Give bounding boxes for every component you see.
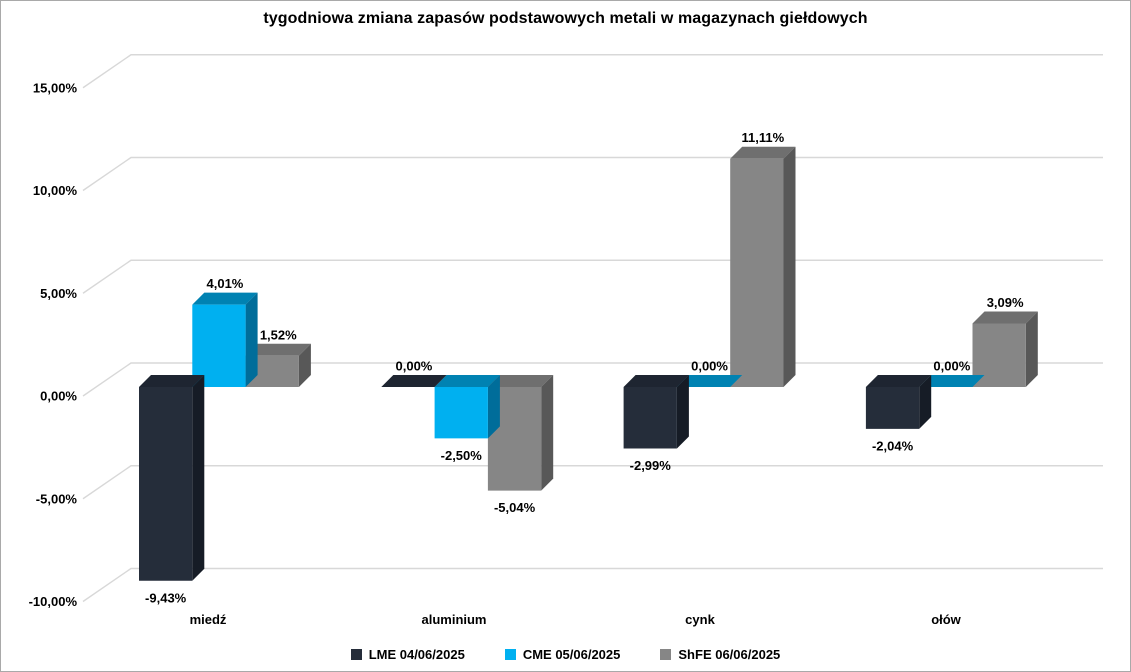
category-label-aluminium: aluminium (421, 612, 486, 627)
legend-item-lme: LME 04/06/2025 (350, 647, 465, 662)
y-axis-tick-label: 0,00% (40, 389, 77, 404)
category-label-cynk: cynk (685, 612, 715, 627)
bar-aluminium-cme-top (434, 375, 500, 387)
bar-olow-lme (865, 387, 920, 429)
legend-swatch-shfe-icon (660, 649, 672, 660)
y-axis-tick-label: 5,00% (40, 286, 77, 301)
bar-aluminium-lme (381, 375, 447, 387)
bar-olow-shfe-top (972, 311, 1038, 324)
bar-miedz-lme-top (139, 375, 205, 387)
legend-label-lme: LME 04/06/2025 (368, 647, 465, 662)
chart-title: tygodniowa zmiana zapasów podstawowych m… (263, 10, 868, 27)
bar-cynk-shfe-top (730, 146, 796, 159)
bar-miedz-lme-side (192, 375, 205, 581)
bar-olow-shfe (972, 323, 1026, 387)
y-axis-tick-label: -5,00% (36, 491, 78, 506)
grid-line--5 (82, 465, 1103, 500)
bar-cynk-shfe (730, 158, 784, 387)
legend-label-cme: CME 05/06/2025 (522, 647, 621, 662)
category-label-olow: ołów (931, 612, 961, 627)
data-label-aluminium-shfe: -5,04% (494, 500, 536, 515)
bar-miedz-cme-top (192, 292, 258, 305)
legend-item-cme: CME 05/06/2025 (504, 647, 621, 662)
legend-item-shfe: ShFE 06/06/2025 (660, 647, 780, 662)
bar-aluminium-shfe (487, 387, 542, 491)
bar-aluminium-shfe-side (541, 375, 554, 491)
bar-olow-shfe-side (1025, 311, 1038, 387)
grid-line-10 (82, 156, 1103, 192)
y-axis-tick-label: -10,00% (29, 594, 78, 609)
bar-miedz-cme-side (245, 292, 258, 387)
data-label-olow-cme: 0,00% (933, 359, 970, 374)
bar-miedz-shfe-top (245, 343, 311, 356)
bar-aluminium-cme-side (487, 375, 500, 439)
bar-cynk-shfe-side (783, 146, 796, 387)
bar-olow-lme-top (865, 375, 932, 387)
legend-swatch-cme-icon (504, 649, 516, 660)
y-axis-tick-label: 15,00% (33, 80, 78, 95)
data-label-miedz-shfe: 1,52% (260, 327, 297, 342)
category-label-miedz: miedź (190, 612, 227, 627)
bar-olow-lme-side (919, 375, 932, 429)
data-label-miedz-lme: -9,43% (145, 590, 187, 605)
data-label-aluminium-lme: 0,00% (396, 359, 433, 374)
data-label-miedz-cme: 4,01% (207, 276, 244, 291)
bar-miedz-lme (139, 387, 193, 581)
data-label-olow-shfe: 3,09% (987, 295, 1024, 310)
bar-aluminium-shfe-top (487, 375, 554, 387)
data-label-cynk-cme: 0,00% (691, 359, 728, 374)
data-label-aluminium-cme: -2,50% (441, 448, 483, 463)
data-label-olow-lme: -2,04% (872, 438, 914, 453)
bar-miedz-shfe (245, 355, 299, 387)
bar-aluminium-cme (434, 387, 488, 439)
bar-cynk-lme (623, 387, 677, 449)
legend-swatch-lme-icon (350, 649, 362, 660)
grid-line--10 (82, 567, 1103, 603)
data-label-cynk-lme: -2,99% (630, 458, 672, 473)
data-label-cynk-shfe: 11,11% (742, 130, 785, 145)
grid-line-15 (82, 54, 1103, 89)
bar-miedz-shfe-side (298, 343, 311, 387)
bar-cynk-cme (676, 375, 743, 387)
y-axis-tick-label: 10,00% (33, 183, 78, 198)
legend: LME 04/06/2025 CME 05/06/2025 ShFE 06/06… (1, 647, 1130, 662)
bar-cynk-lme-top (623, 375, 689, 387)
bar-olow-cme (919, 375, 985, 387)
bar-cynk-lme-side (676, 375, 689, 449)
bar-miedz-cme (192, 304, 246, 387)
legend-label-shfe: ShFE 06/06/2025 (678, 647, 781, 662)
